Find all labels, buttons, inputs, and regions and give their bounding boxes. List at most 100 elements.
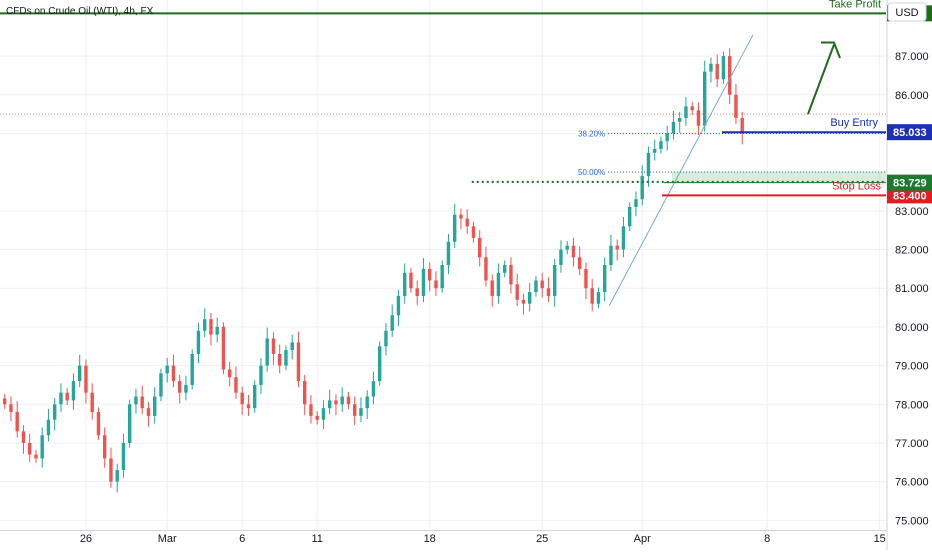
candle [65,388,69,406]
candle [303,374,307,416]
candle-body [640,176,644,200]
candle-body [559,249,563,265]
candle-body [446,241,451,265]
candle [353,396,357,426]
candle [728,48,732,105]
annotation-buy-entry: Buy Entry [830,117,878,129]
candle-body [259,365,263,385]
candle-body [153,396,157,416]
candle-body [490,280,494,296]
candle-body [578,257,582,269]
x-tick-label: 8 [764,533,770,545]
candle-body [34,454,38,459]
candle-body [740,117,744,134]
candle-body [471,226,476,238]
x-tick-label: Apr [634,533,651,545]
candle [34,449,38,464]
candle-body [509,265,513,285]
candle-body [278,353,282,366]
candle [665,125,669,151]
candle-body [165,365,169,374]
candle-body [9,404,13,413]
y-tick-label: 79.000 [895,361,929,373]
candle [590,278,594,312]
candle [253,380,257,413]
candle-body [734,94,738,118]
chart-title: CFDs on Crude Oil (WTI), 4h, FX [6,6,154,17]
candle-body [546,288,551,296]
candle [440,260,444,293]
candle [409,268,413,293]
candle [659,136,663,154]
candle-body [28,442,32,455]
candle-body [609,245,613,265]
price-badge-bg [887,174,932,191]
candle [90,383,94,420]
candle-body [465,218,469,227]
candle [190,349,194,390]
candle-body [671,121,676,134]
candle [703,60,707,132]
candle-body [434,280,438,289]
currency-button[interactable]: USD [887,2,927,22]
candle-body [478,237,482,258]
candle [128,399,132,448]
y-tick-label: 80.000 [895,322,929,334]
candle-body [728,56,732,95]
candle-body [40,435,44,459]
candle-body [309,404,313,416]
candle [734,83,738,125]
y-tick-label: 83.000 [895,206,929,218]
candle [415,280,419,306]
price-badge-text: 83.729 [893,178,927,190]
candle-body [384,330,388,347]
candle [271,332,276,365]
candle [571,237,576,267]
y-tick-label: 77.000 [895,438,929,450]
candle-body [440,265,444,289]
candle [21,425,26,454]
candle-body [53,404,57,420]
candle-body [109,458,113,482]
candle-body [59,392,63,405]
candle [503,260,507,278]
candle [478,230,482,267]
candle [78,354,82,388]
candle [334,394,338,416]
x-tick-label: 11 [311,533,322,545]
candle [521,293,526,315]
candle-body [178,381,182,393]
candle-body [515,284,519,300]
candle-body [21,431,26,443]
candle [671,111,676,140]
y-tick-label: 87.000 [895,51,929,63]
up-arrow-head-icon [821,41,841,59]
candle-body [71,381,76,401]
candle-body [303,381,307,405]
candle [640,165,644,206]
candle [171,354,176,388]
candle-body [496,272,501,296]
candle-body [403,272,407,296]
candle [221,322,226,375]
candle [309,394,313,424]
candle-body [253,384,257,409]
candle [340,387,344,413]
candle [209,312,213,346]
candle-body [503,265,507,273]
candle [684,97,688,126]
candle [371,371,376,405]
y-tick-label: 78.000 [895,399,929,411]
candle-body [346,396,351,405]
candle [434,271,438,296]
candle-body [3,398,7,405]
candle [365,390,369,419]
candle [596,287,601,309]
candle-body [103,435,107,459]
candle-body [553,265,557,296]
candle-body [703,71,707,126]
candle [490,274,494,307]
